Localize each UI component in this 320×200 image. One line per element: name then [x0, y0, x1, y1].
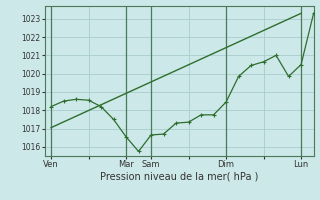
X-axis label: Pression niveau de la mer( hPa ): Pression niveau de la mer( hPa )	[100, 172, 258, 182]
